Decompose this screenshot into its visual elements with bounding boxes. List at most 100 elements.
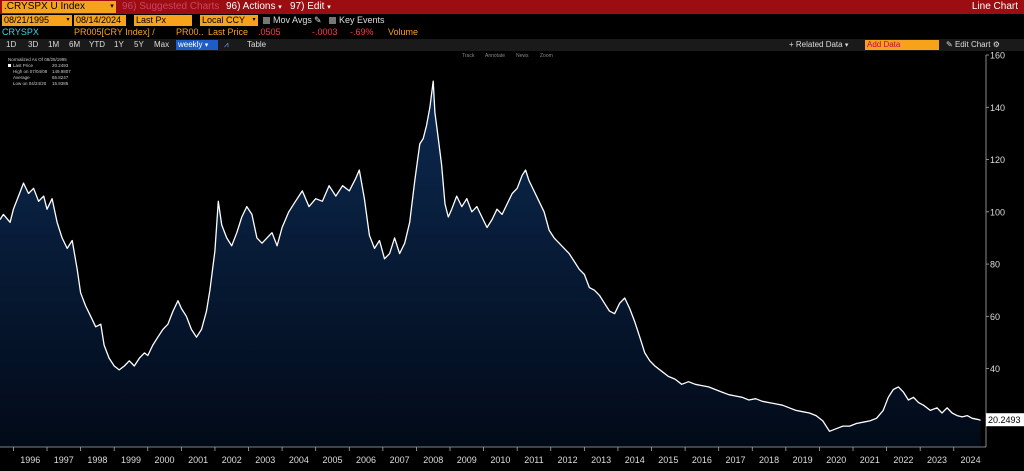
actions-menu[interactable]: 96) Actions ▾: [226, 1, 282, 14]
view-label: Line Chart: [971, 1, 1018, 12]
currency-select[interactable]: Local CCY: [200, 15, 250, 26]
x-tick-label: 2022: [893, 455, 913, 465]
table-button[interactable]: Table: [247, 40, 267, 49]
tool-track[interactable]: Track: [462, 53, 475, 59]
ticker-input[interactable]: .CRYSPX U Index: [2, 1, 114, 13]
stats-title: Normalized As Of 08/25/1995: [8, 57, 67, 62]
period-6m[interactable]: 6M: [69, 40, 81, 49]
key-events-label: Key Events: [339, 15, 385, 25]
x-tick-label: 2000: [155, 455, 175, 465]
x-tick-label: 2023: [927, 455, 947, 465]
line-layer: [0, 80, 981, 432]
y-tick-label: 140: [990, 103, 1005, 113]
area-layer: [0, 81, 981, 447]
x-tick-label: 2008: [423, 455, 443, 465]
stats-label: High on 07/04/08: [13, 69, 48, 74]
pencil-icon[interactable]: ✎: [314, 15, 322, 25]
y-tick-label: 40: [990, 364, 1000, 374]
y-tick-label: 100: [990, 207, 1005, 217]
gear-icon[interactable]: ⚙: [992, 40, 1000, 49]
stats-label: Low on 04/24/20: [13, 81, 47, 86]
series-line: [0, 80, 981, 432]
stats-swatch: [8, 64, 11, 67]
controls-row: 08/21/1995 ▾ 08/14/2024 Last Px Local CC…: [0, 14, 1024, 27]
currency-dropdown-icon[interactable]: ▾: [250, 15, 258, 26]
end-date-input[interactable]: 08/14/2024: [74, 15, 126, 26]
add-data-input[interactable]: Add Data: [865, 40, 939, 50]
edit-chart-button[interactable]: ✎ Edit Chart ⚙: [946, 40, 1000, 50]
tool-zoom[interactable]: Zoom: [540, 53, 553, 59]
start-date-dropdown-icon[interactable]: ▾: [64, 15, 72, 26]
key-events-checkbox[interactable]: [329, 17, 336, 24]
x-tick-label: 2017: [725, 455, 745, 465]
frequency-label: weekly: [178, 40, 203, 49]
tool-news[interactable]: News: [516, 53, 529, 59]
frequency-select[interactable]: weekly ▾: [176, 40, 218, 50]
x-tick-label: 2009: [457, 455, 477, 465]
price-chart[interactable]: 40 60 80 100 120 140 160 1996 1997 1998 1999 2000 2…: [0, 51, 1024, 471]
stats-value: 149.9807: [52, 69, 71, 74]
edit-chart-pencil-icon: ✎: [946, 40, 953, 49]
y-axis: 40 60 80 100 120 140 160: [985, 51, 1005, 447]
stats-value: 20.2493: [52, 63, 69, 68]
y-tick-label: 80: [990, 260, 1000, 270]
stats-label: Last Price: [13, 63, 34, 68]
chevron-down-icon: ▾: [278, 4, 282, 11]
edit-chart-label: Edit Chart: [954, 40, 991, 49]
stats-value: 15.9385: [52, 81, 69, 86]
change-value: -.0003: [312, 27, 338, 37]
actions-label: 96) Actions: [226, 1, 276, 12]
period-max[interactable]: Max: [154, 40, 170, 49]
y-tick-label: 60: [990, 312, 1000, 322]
period-3d[interactable]: 3D: [28, 40, 39, 49]
related-data-label: + Related Data: [789, 40, 843, 49]
last-value-box: [986, 413, 1024, 427]
last-value-label: 20.2493: [988, 415, 1021, 425]
period-5y[interactable]: 5Y: [134, 40, 144, 49]
suggested-charts-menu[interactable]: 96) Suggested Charts: [122, 1, 220, 12]
stats-legend: Normalized As Of 08/25/1995 Last Price 2…: [8, 57, 71, 86]
last-price-label: Last Price: [208, 27, 249, 37]
chevron-down-icon: ▾: [327, 4, 331, 11]
edit-label: 97) Edit: [290, 1, 325, 12]
x-tick-label: 2019: [793, 455, 813, 465]
series-area: [0, 81, 981, 447]
x-tick-label: 2024: [961, 455, 981, 465]
x-tick-label: 2013: [591, 455, 611, 465]
related-data-button[interactable]: + Related Data ▾: [789, 40, 848, 51]
period-1m[interactable]: 1M: [48, 40, 60, 49]
y-tick-label: 120: [990, 155, 1005, 165]
x-tick-label: 2001: [188, 455, 208, 465]
tool-annotate[interactable]: Annotate: [485, 53, 505, 59]
start-date-input[interactable]: 08/21/1995: [2, 15, 64, 26]
study-name: PR005[CRY Index] /: [74, 27, 155, 37]
x-tick-label: 2002: [222, 455, 242, 465]
toolbar: 1D 3D 1M 6M YTD 1Y 5Y Max weekly ▾ ⩘ Tab…: [0, 39, 1024, 51]
x-tick-label: 2004: [289, 455, 309, 465]
header-bar: .CRYSPX U Index ▾ 96) Suggested Charts 9…: [0, 0, 1024, 14]
period-1y[interactable]: 1Y: [114, 40, 124, 49]
ticker-dropdown-icon[interactable]: ▾: [108, 1, 116, 13]
x-tick-label: 2014: [625, 455, 645, 465]
x-tick-label: 2005: [322, 455, 342, 465]
period-1d[interactable]: 1D: [6, 40, 17, 49]
x-tick-label: 1999: [121, 455, 141, 465]
stats-value: 65.8247: [52, 75, 69, 80]
last-price-value: .0505: [258, 27, 281, 37]
stats-label: Average: [13, 75, 30, 80]
x-tick-label: 2018: [759, 455, 779, 465]
field-select[interactable]: Last Px: [134, 15, 192, 26]
x-tick-label: 2012: [558, 455, 578, 465]
period-ytd[interactable]: YTD: [89, 40, 105, 49]
x-tick-label: 2021: [860, 455, 880, 465]
x-tick-label: 2020: [826, 455, 846, 465]
chevron-down-icon: ▾: [204, 42, 209, 49]
legend-row: CRYSPX PR005[CRY Index] / PR00.. Last Pr…: [0, 27, 1024, 38]
x-tick-label: 2010: [490, 455, 510, 465]
last-value-marker: 20.2493: [986, 413, 1024, 427]
mov-avgs-checkbox[interactable]: [263, 17, 270, 24]
chart-type-icon[interactable]: ⩘: [224, 40, 229, 49]
x-tick-label: 2015: [658, 455, 678, 465]
x-tick-label: 1997: [54, 455, 74, 465]
edit-menu[interactable]: 97) Edit ▾: [290, 1, 331, 14]
